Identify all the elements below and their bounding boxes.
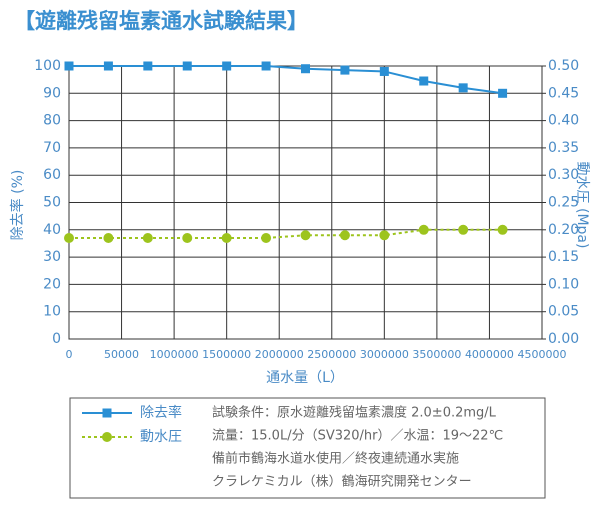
marker [379, 230, 390, 241]
y-tick-label: 100 [34, 58, 61, 74]
marker [340, 65, 350, 75]
marker [418, 224, 429, 235]
note: 備前市鶴海水道水使用／終夜連続通水実施 [212, 451, 459, 467]
y2-tick-label: 0.25 [548, 195, 579, 211]
y2-tick-label: 0.10 [548, 276, 579, 292]
legend-label: 動水圧 [140, 429, 182, 445]
x-tick-label: 4500000 [518, 348, 567, 361]
x-tick-label: 2000000 [255, 348, 304, 361]
y-tick-label: 90 [43, 85, 61, 101]
y2-tick-label: 0.15 [548, 249, 579, 265]
x-axis-label: 通水量（L） [266, 370, 344, 386]
y-tick-label: 40 [43, 222, 61, 238]
y-tick-label: 60 [43, 167, 61, 183]
x-tick-label: 0 [66, 348, 73, 361]
marker [379, 66, 389, 76]
legend-marker [102, 432, 112, 442]
marker [261, 232, 272, 243]
x-tick-label: 2500000 [307, 348, 356, 361]
marker [300, 230, 311, 241]
x-tick-label: 1000000 [150, 348, 199, 361]
y-tick-label: 30 [43, 249, 61, 265]
marker [458, 83, 468, 93]
chart-title: 【遊離残留塩素通水試験結果】 [14, 9, 308, 33]
marker [64, 61, 74, 71]
y-tick-label: 70 [43, 140, 61, 156]
y-tick-label: 0 [52, 331, 61, 347]
marker [419, 76, 429, 86]
x-tick-label: 3500000 [412, 348, 461, 361]
y2-tick-label: 0.05 [548, 304, 579, 320]
marker [339, 230, 350, 241]
y2-tick-label: 0.00 [548, 331, 579, 347]
y-tick-label: 80 [43, 113, 61, 129]
y2-tick-label: 0.50 [548, 58, 579, 74]
marker [458, 224, 469, 235]
marker [497, 224, 508, 235]
y-tick-label: 20 [43, 276, 61, 292]
note: 流量：15.0L/分（SV320/hr）／水温：19～22℃ [212, 429, 503, 444]
x-tick-label: 4000000 [465, 348, 514, 361]
x-tick-label: 50000 [104, 348, 139, 361]
marker [182, 232, 193, 243]
legend-label: 除去率 [140, 404, 182, 421]
note: クラレケミカル（株）鶴海研究開発センター [212, 474, 472, 490]
y-tick-label: 10 [43, 304, 61, 320]
y2-tick-label: 0.35 [548, 140, 579, 156]
x-tick-label: 1500000 [202, 348, 251, 361]
marker [301, 64, 310, 74]
marker [261, 61, 271, 71]
y2-axis-label: 動水圧 (Mpa) [574, 162, 590, 249]
legend-box [69, 397, 546, 499]
series-line [69, 228, 503, 239]
marker [103, 232, 114, 243]
y-tick-label: 50 [43, 195, 61, 211]
note: 試験条件：原水遊離残留塩素濃度 2.0±0.2mg/L [212, 405, 497, 421]
y2-tick-label: 0.40 [548, 113, 579, 129]
marker [142, 232, 153, 243]
y2-tick-label: 0.30 [548, 167, 579, 183]
marker [221, 232, 232, 243]
marker [143, 61, 153, 71]
marker [182, 61, 192, 71]
x-tick-label: 3000000 [360, 348, 409, 361]
marker [64, 232, 74, 243]
y-axis-label: 除去率 (%) [9, 170, 26, 241]
series-line [69, 65, 503, 95]
y2-tick-label: 0.20 [548, 222, 579, 238]
marker [498, 88, 508, 98]
marker [222, 61, 232, 71]
marker [103, 61, 113, 71]
y2-tick-label: 0.45 [548, 85, 579, 101]
legend-marker [102, 408, 112, 418]
